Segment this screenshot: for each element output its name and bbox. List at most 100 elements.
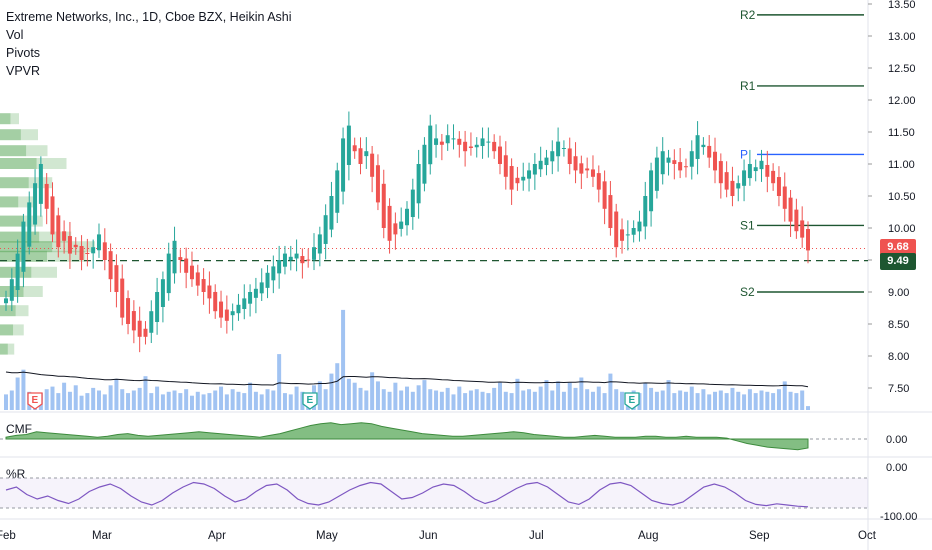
candle-body <box>806 229 810 251</box>
candle-body <box>457 138 462 145</box>
candle-body <box>405 208 409 226</box>
candle-body <box>399 221 404 229</box>
legend-pivots[interactable]: Pivots <box>6 46 41 60</box>
price-tick-label: 10.00 <box>888 223 916 235</box>
volume-bar <box>788 391 793 410</box>
pivot-label-p: P <box>740 147 748 161</box>
legend-volume[interactable]: Vol <box>6 28 24 42</box>
volume-bar <box>50 386 55 410</box>
volume-bar <box>776 389 781 410</box>
pivot-label-s2: S2 <box>740 285 755 299</box>
volume-bar <box>689 386 694 410</box>
candle-body <box>579 163 584 174</box>
candle-body <box>771 170 776 184</box>
x-axis-label: Feb <box>0 530 16 542</box>
volume-bar <box>178 393 183 410</box>
volume-bar <box>143 376 148 410</box>
volume-bar <box>282 393 287 410</box>
volume-bar <box>428 389 433 410</box>
volume-bar <box>649 387 654 410</box>
candle-body <box>503 155 508 177</box>
volume-bar <box>265 389 270 410</box>
volume-bar <box>806 406 810 410</box>
candle-body <box>160 279 165 307</box>
vpvr-bar-down <box>36 158 67 169</box>
volume-bar <box>96 390 101 410</box>
volume-bar <box>73 385 78 410</box>
volume-bar <box>538 386 543 410</box>
volume-bar <box>503 391 508 410</box>
price-tick-label: 8.50 <box>888 319 909 331</box>
candle-body <box>248 292 253 304</box>
candle-body <box>178 257 183 260</box>
volume-bar <box>736 391 741 410</box>
volume-bar <box>753 393 758 410</box>
volume-bar <box>253 391 258 410</box>
volume-bar <box>370 372 375 410</box>
volume-bar <box>660 390 665 410</box>
volume-bar <box>434 390 439 410</box>
vpvr-bar-down <box>13 324 24 336</box>
volume-bar <box>126 393 131 410</box>
candle-body <box>277 260 282 274</box>
candle-body <box>707 145 712 158</box>
candle-body <box>544 157 549 166</box>
candle-body <box>608 195 613 228</box>
volume-bar <box>590 391 595 410</box>
volume-bar <box>463 393 468 410</box>
candle-body <box>195 272 200 286</box>
candle-body <box>573 156 578 171</box>
pivot-label-s1: S1 <box>740 218 755 232</box>
candle-body <box>271 266 276 281</box>
volume-bar <box>79 395 84 410</box>
volume-bar <box>602 393 607 410</box>
earnings-marker <box>27 392 43 410</box>
volume-bar <box>230 389 235 410</box>
candle-body <box>137 320 142 337</box>
volume-bar <box>782 381 787 410</box>
candle-body <box>265 272 270 288</box>
legend-vpvr[interactable]: VPVR <box>6 64 41 78</box>
candle-body <box>108 251 113 280</box>
volume-bar <box>236 391 241 410</box>
candle-body <box>50 196 55 235</box>
x-axis-label: Jun <box>419 530 438 542</box>
reference-price-badge: 9.49 <box>880 252 916 270</box>
volume-bar <box>439 391 444 410</box>
x-axis-label: Aug <box>638 530 658 542</box>
volume-bar <box>718 390 723 410</box>
candle-body <box>306 259 311 261</box>
volume-bar <box>521 390 526 410</box>
volume-bar <box>67 391 72 410</box>
volume-bar <box>85 393 90 410</box>
volume-bar <box>561 391 566 410</box>
wr-tick-label: -100.00 <box>880 511 917 523</box>
volume-bar <box>480 391 485 410</box>
volume-bar <box>160 394 165 410</box>
candle-body <box>527 170 532 179</box>
volume-bar <box>166 391 171 410</box>
vpvr-bar-up <box>0 196 19 208</box>
candle-body <box>358 148 363 164</box>
volume-bar <box>573 387 578 410</box>
volume-bar <box>579 377 584 410</box>
volume-bar <box>172 390 177 410</box>
candle-body <box>282 253 287 267</box>
candle-body <box>678 162 683 171</box>
volume-bar <box>765 391 770 410</box>
vpvr-bar-down <box>26 145 48 157</box>
candle-body <box>230 311 235 316</box>
volume-bar <box>678 390 683 410</box>
volume-bar <box>207 393 212 410</box>
chart-legend: Extreme Networks, Inc., 1D, Cboe BZX, He… <box>6 8 292 80</box>
candle-body <box>329 196 334 230</box>
vpvr-bar-up <box>0 129 21 141</box>
price-tick-label: 7.50 <box>888 383 909 395</box>
candle-body <box>312 247 317 260</box>
volume-bar <box>15 377 20 410</box>
volume-bar <box>410 391 415 410</box>
candle-body <box>410 189 415 218</box>
vpvr-bar-up <box>0 145 27 157</box>
candle-body <box>21 221 26 272</box>
